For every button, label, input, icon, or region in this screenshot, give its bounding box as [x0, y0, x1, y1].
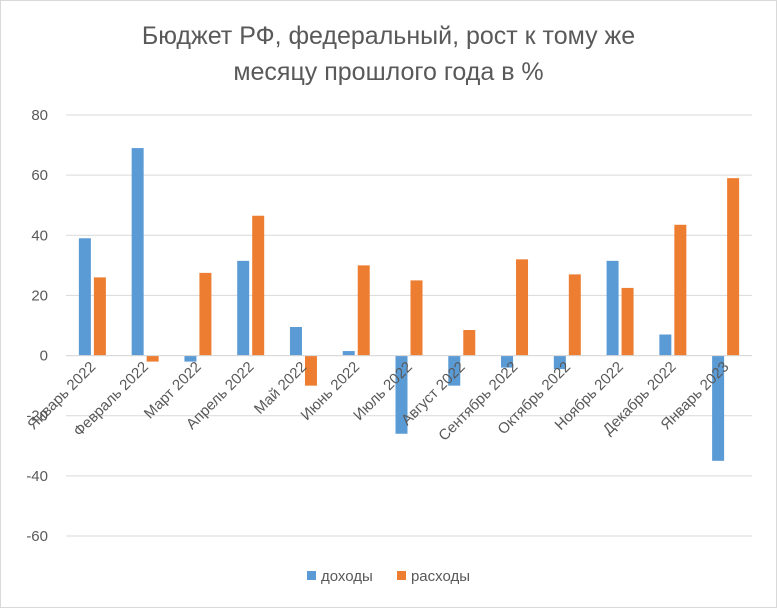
bar-income — [501, 355, 514, 368]
legend-swatch-expenses — [396, 571, 406, 580]
bar-income — [342, 351, 355, 356]
bar-expenses — [93, 277, 106, 356]
chart-title-line-1: Бюджет РФ, федеральный, рост к тому же — [141, 22, 636, 50]
legend-item-expenses: расходы — [396, 568, 471, 585]
bar-expenses — [568, 274, 581, 356]
bar-expenses — [727, 178, 740, 356]
y-tick-label: -20 — [26, 408, 48, 425]
bar-income — [606, 260, 619, 356]
bar-income — [237, 260, 250, 356]
bar-expenses — [516, 259, 529, 356]
legend: доходы расходы — [0, 568, 777, 585]
bar-expenses — [463, 330, 476, 356]
y-tick-label: 0 — [40, 348, 48, 365]
legend-item-income: доходы — [306, 568, 373, 585]
bar-expenses — [357, 265, 370, 356]
bar-income — [448, 355, 461, 386]
bar-expenses — [674, 224, 687, 356]
y-tick-label: -60 — [26, 528, 48, 545]
bar-income — [553, 355, 566, 370]
bar-expenses — [146, 355, 159, 362]
bar-income — [289, 327, 302, 356]
bar-expenses — [304, 355, 317, 386]
bar-income — [659, 334, 672, 356]
bar-income — [131, 148, 144, 356]
y-tick-label: 40 — [31, 227, 48, 244]
y-tick-label: 80 — [31, 107, 48, 124]
bar-expenses — [252, 215, 265, 356]
chart-title-line-2: месяцу прошлого года в % — [233, 58, 544, 86]
bar-expenses — [621, 287, 634, 356]
bar-income — [712, 355, 725, 461]
legend-swatch-income — [306, 571, 316, 580]
y-tick-label: 20 — [31, 287, 48, 304]
chart-title: Бюджет РФ, федеральный, рост к тому же м… — [0, 18, 777, 90]
bar-expenses — [199, 272, 212, 356]
bar-income — [184, 355, 197, 362]
legend-label-expenses: расходы — [410, 568, 471, 585]
y-tick-label: 60 — [31, 167, 48, 184]
legend-label-income: доходы — [320, 568, 373, 585]
bar-income — [395, 355, 408, 434]
y-tick-label: -40 — [26, 468, 48, 485]
bar-income — [78, 238, 91, 356]
bar-expenses — [410, 280, 423, 356]
